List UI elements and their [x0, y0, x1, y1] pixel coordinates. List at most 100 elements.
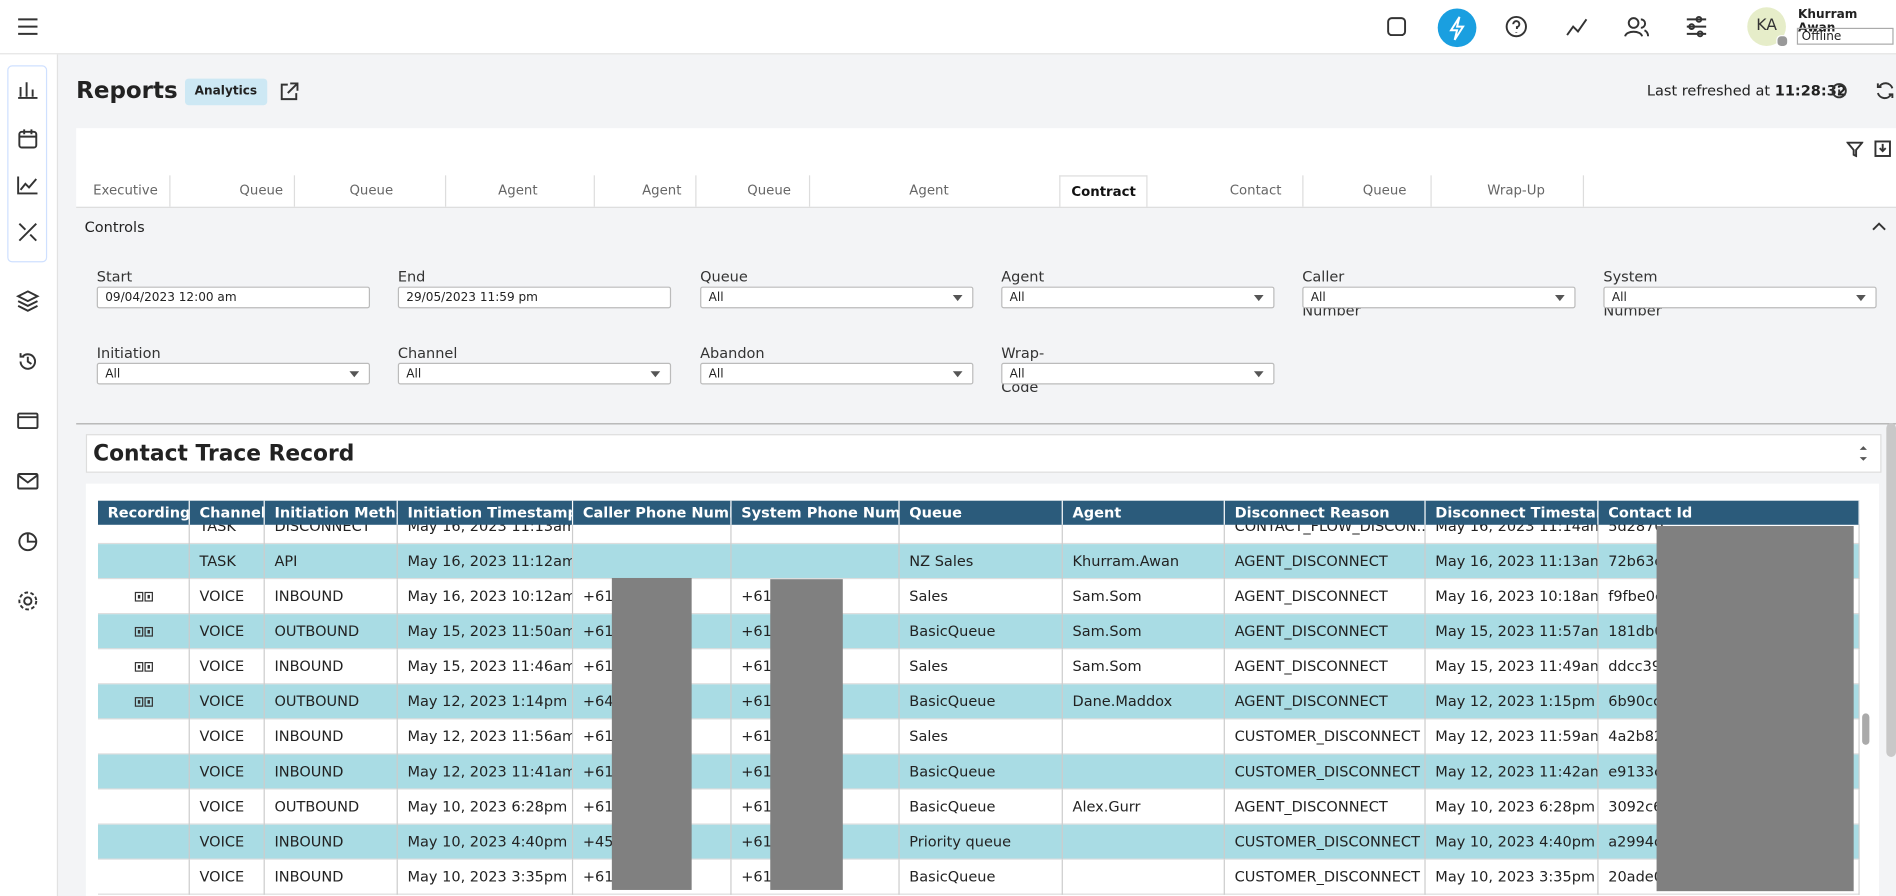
select-input[interactable]: All [398, 363, 671, 385]
table-cell: VOICE [190, 579, 265, 614]
table-row[interactable]: VOICEOUTBOUNDMay 15, 2023 11:50am+614+61… [98, 614, 1860, 649]
nav-trends[interactable] [16, 173, 40, 197]
column-header[interactable]: Initiation Timestamp [398, 501, 573, 525]
analytics-icon[interactable] [1565, 15, 1589, 39]
nav-mail[interactable] [16, 469, 40, 493]
help-icon[interactable] [1504, 15, 1528, 39]
column-header[interactable]: System Phone Number [732, 501, 900, 525]
badge: Analytics [185, 79, 267, 106]
tab[interactable]: Contract Trace Record [1059, 175, 1148, 208]
column-header[interactable]: Contact Id [1599, 501, 1860, 525]
select-input[interactable]: All [700, 287, 973, 309]
settings-sliders[interactable] [1684, 15, 1708, 39]
column-header[interactable]: Agent [1063, 501, 1225, 525]
select-input[interactable]: All [97, 363, 370, 385]
tab[interactable]: Agent Interval Report [898, 175, 971, 206]
field-value: All [105, 364, 369, 386]
table-cell: BasicQueue [900, 614, 1063, 649]
table-cell: Alex.Gurr [1063, 790, 1225, 825]
recording-icon[interactable] [134, 696, 153, 708]
table-cell: AGENT_DISCONNECT [1225, 790, 1426, 825]
date-input[interactable]: 09/04/2023 12:00 am [97, 287, 370, 309]
info-icon[interactable] [1831, 82, 1848, 99]
table-row[interactable]: VOICEINBOUNDMay 12, 2023 11:41am+614+612… [98, 755, 1860, 790]
tab[interactable]: Executive Summary [82, 175, 170, 206]
table-cell: OUTBOUND [265, 614, 398, 649]
select-input[interactable]: All [1603, 287, 1876, 309]
notes-icon[interactable] [1385, 15, 1409, 39]
select-input[interactable]: All [1001, 363, 1274, 385]
table-row[interactable]: VOICEINBOUNDMay 16, 2023 10:12am+614+612… [98, 579, 1860, 614]
table-cell [98, 614, 190, 649]
table-cell: May 10, 2023 3:35pm [398, 860, 573, 895]
spinner[interactable] [1857, 441, 1869, 465]
column-header[interactable]: Disconnect Timestamp [1426, 501, 1599, 525]
column-header[interactable]: Caller Phone Number [573, 501, 731, 525]
table-cell: CUSTOMER_DISCONNECT [1225, 719, 1426, 754]
table-row[interactable]: VOICEINBOUNDMay 15, 2023 11:46am+614+612… [98, 649, 1860, 684]
nav-settings[interactable] [16, 589, 40, 613]
table-cell: BasicQueue [900, 684, 1063, 719]
table-cell: INBOUND [265, 755, 398, 790]
status-select[interactable]: Offline [1797, 28, 1894, 45]
tab[interactable]: Queue Interval Report [736, 175, 810, 206]
recording-icon[interactable] [134, 661, 153, 673]
field-label: Agent [1001, 268, 1044, 285]
report-header: Contact Trace Record [86, 434, 1882, 473]
tab[interactable]: Wrap-Up Performance [1476, 175, 1583, 206]
recording-icon[interactable] [134, 591, 153, 603]
table-cell [98, 755, 190, 790]
table-cell: VOICE [190, 684, 265, 719]
field-value: 29/05/2023 11:59 pm [406, 288, 670, 310]
table-row[interactable]: VOICEINBOUNDMay 10, 2023 3:35pm+614+612B… [98, 860, 1860, 895]
menu-button[interactable] [15, 15, 42, 39]
select-input[interactable]: All [1001, 287, 1274, 309]
tab[interactable]: Queue Trends [229, 175, 296, 206]
column-header[interactable]: Initiation Method [265, 501, 398, 525]
date-input[interactable]: 29/05/2023 11:59 pm [398, 287, 671, 309]
recording-icon[interactable] [134, 626, 153, 638]
nav-chart[interactable] [16, 530, 40, 554]
table-cell: OUTBOUND [265, 790, 398, 825]
tab[interactable]: Queue Planning [1352, 175, 1432, 206]
tab[interactable]: Agent Performance [487, 175, 594, 206]
table-scrollbar[interactable] [1862, 713, 1869, 744]
table-cell: May 12, 2023 11:56am [398, 719, 573, 754]
users-icon[interactable] [1624, 15, 1651, 39]
table-row[interactable]: VOICEINBOUNDMay 12, 2023 11:56am+614+612… [98, 719, 1860, 754]
column-header[interactable]: Disconnect Reason [1225, 501, 1426, 525]
open-external[interactable] [277, 80, 301, 104]
column-header[interactable]: Recording [98, 501, 190, 525]
table-cell: AGENT_DISCONNECT [1225, 649, 1426, 684]
table-row[interactable]: VOICEINBOUNDMay 10, 2023 4:40pm+457+612P… [98, 825, 1860, 860]
dropdown-caret [349, 371, 359, 377]
filter-icon[interactable] [1846, 140, 1863, 157]
table-cell: Sales [900, 579, 1063, 614]
download-icon[interactable] [1874, 140, 1891, 157]
select-input[interactable]: All [1302, 287, 1575, 309]
table-cell: AGENT_DISCONNECT [1225, 684, 1426, 719]
quick-action[interactable] [1437, 7, 1478, 48]
table-row[interactable]: VOICEOUTBOUNDMay 10, 2023 6:28pm+614+612… [98, 790, 1860, 825]
refresh-button[interactable] [1874, 80, 1896, 102]
tab[interactable]: Contact Forensics [1219, 175, 1304, 206]
select-input[interactable]: All [700, 363, 973, 385]
nav-layers[interactable] [16, 289, 40, 313]
table-row[interactable]: TASKAPIMay 16, 2023 11:12amNZ SalesKhurr… [98, 544, 1860, 579]
page-scrollbar[interactable] [1886, 423, 1896, 757]
nav-reports[interactable] [16, 77, 40, 101]
tab[interactable]: Queue Performance [339, 175, 446, 206]
column-header[interactable]: Channel [190, 501, 265, 525]
column-header[interactable]: Queue [900, 501, 1063, 525]
table-cell: OUTBOUND [265, 684, 398, 719]
nav-window[interactable] [16, 409, 40, 433]
nav-calendar[interactable] [16, 127, 40, 151]
nav-history[interactable] [16, 349, 40, 373]
collapse-button[interactable] [1871, 219, 1888, 234]
table-cell: INBOUND [265, 860, 398, 895]
table-row[interactable]: VOICEOUTBOUNDMay 12, 2023 1:14pm+642+612… [98, 684, 1860, 719]
nav-tools[interactable] [16, 220, 40, 244]
tab[interactable]: Agent Status [631, 175, 696, 206]
table-cell: May 16, 2023 11:12am [398, 544, 573, 579]
table-cell: May 12, 2023 11:42am [1426, 755, 1599, 790]
